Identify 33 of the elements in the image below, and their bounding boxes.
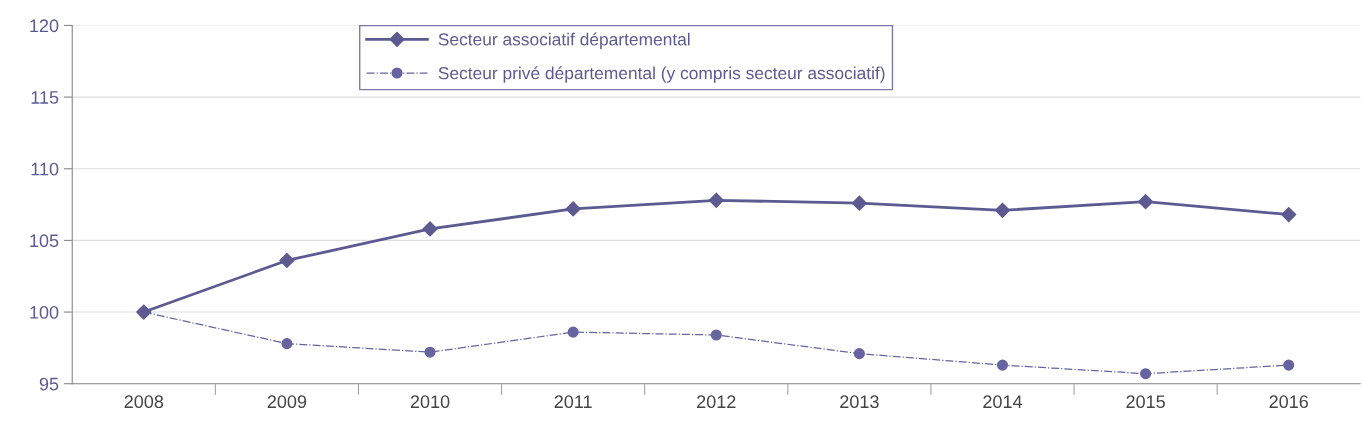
x-tick-label: 2015 <box>1126 395 1165 409</box>
point <box>565 201 581 217</box>
x-tick-label: 2010 <box>410 395 450 409</box>
x-tick-label: 2013 <box>840 395 879 409</box>
point <box>424 346 436 358</box>
point <box>710 329 722 341</box>
point <box>853 348 865 360</box>
point <box>281 338 293 350</box>
legend-label: Secteur associatif départemental <box>438 32 690 49</box>
x-tick-label: 2011 <box>554 395 592 409</box>
point <box>851 195 867 211</box>
legend-label: Secteur privé départemental (y compris secteur associatif) <box>438 66 885 83</box>
point <box>1281 207 1297 223</box>
point <box>996 359 1009 371</box>
point <box>994 202 1011 218</box>
point <box>1138 194 1154 210</box>
y-tick-label: 100 <box>30 306 59 319</box>
x-tick-label: 2008 <box>124 395 164 409</box>
point <box>279 252 295 269</box>
x-tick-label: 2009 <box>267 395 307 409</box>
point <box>708 192 724 208</box>
x-tick-label: 2012 <box>697 395 736 409</box>
point <box>422 221 438 237</box>
point <box>567 326 579 338</box>
x-tick-label: 2016 <box>1269 395 1309 409</box>
y-tick-label: 105 <box>30 234 59 248</box>
point <box>1140 368 1152 380</box>
point <box>1283 359 1295 371</box>
y-tick-label: 110 <box>31 162 59 176</box>
y-tick-label: 115 <box>31 91 59 104</box>
y-tick-label: 95 <box>39 377 59 391</box>
y-tick-label: 120 <box>30 19 59 33</box>
x-tick-label: 2014 <box>983 395 1023 409</box>
